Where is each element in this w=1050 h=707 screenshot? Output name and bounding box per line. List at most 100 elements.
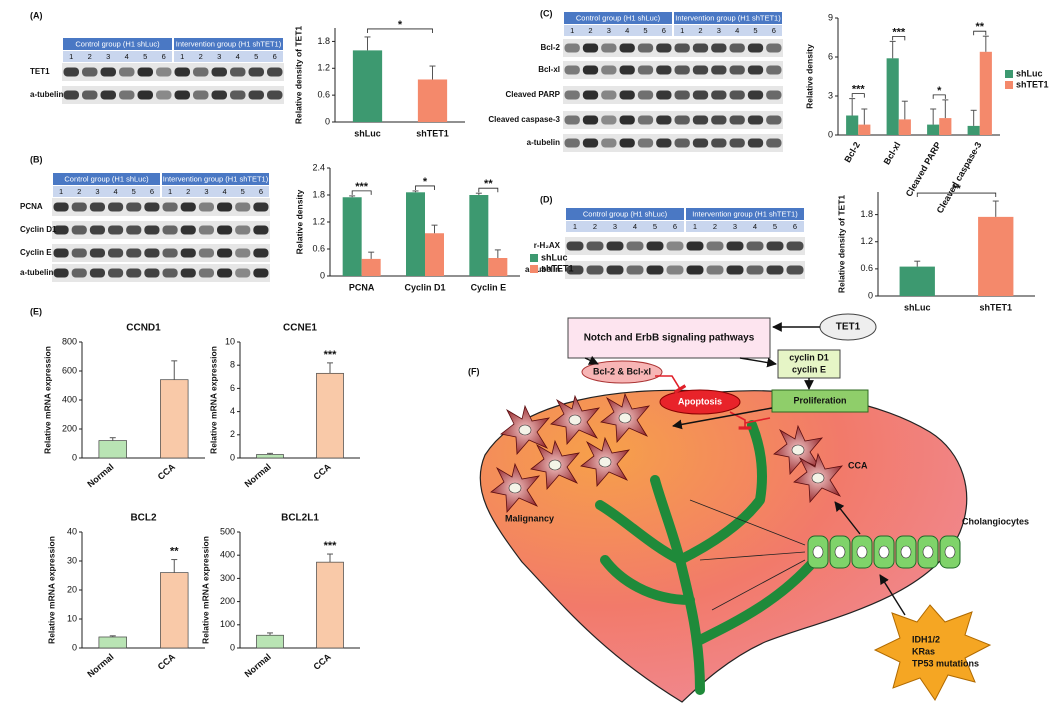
blot-band: [686, 241, 704, 251]
lane-number: 5: [132, 187, 136, 196]
significance-label: ***: [324, 349, 338, 361]
blot-band: [119, 90, 135, 100]
blot-band: [619, 65, 635, 75]
bar: [417, 79, 448, 122]
y-tick-label: 2.4: [312, 162, 325, 172]
y-tick-label: 4: [230, 406, 235, 416]
blot-band: [674, 43, 690, 53]
blot-band: [162, 225, 178, 235]
blot-band: [706, 241, 724, 251]
y-tick-label: 0: [868, 290, 873, 300]
inhibition: [655, 375, 687, 394]
y-tick-label: 0: [72, 642, 77, 652]
bar: [406, 192, 425, 276]
chart-title: CCND1: [126, 323, 161, 334]
blot-band: [726, 241, 744, 251]
lane-number: 1: [59, 187, 63, 196]
y-axis-label: Relative mRNA expression: [208, 346, 218, 454]
blot-band: [766, 241, 784, 251]
blot-band: [198, 268, 214, 278]
blot-band: [586, 265, 604, 275]
lane-number: 4: [633, 222, 637, 231]
legend-label: shLuc: [1016, 68, 1043, 78]
significance-label: **: [484, 178, 493, 190]
lane-number: 1: [69, 52, 73, 61]
significance-bracket: [851, 93, 865, 98]
blot-background: [563, 134, 783, 152]
blot-background: [52, 198, 270, 216]
x-tick-label: shTET1: [979, 302, 1012, 312]
blot-band: [162, 268, 178, 278]
connector: [699, 551, 806, 561]
diagram: Notch and ErbB signaling pathways TET1 c…: [479, 313, 1029, 703]
group-header: [674, 12, 782, 24]
blot-row-label: Bcl-2: [540, 43, 560, 52]
bar: [898, 119, 911, 135]
lane-number: 6: [662, 26, 666, 35]
blot-band: [564, 90, 580, 100]
blot-band: [646, 265, 664, 275]
x-tick-label: shLuc: [354, 128, 381, 138]
blot-band: [747, 138, 764, 148]
bar: [858, 124, 871, 135]
blot-band: [766, 265, 784, 275]
lane-number: 1: [573, 222, 577, 231]
arrow: [584, 355, 599, 365]
blot-row-label: a-tubelin: [30, 90, 63, 99]
blot-band: [656, 43, 672, 53]
blot-band: [601, 43, 617, 53]
blot-row-label: Cleaved PARP: [505, 90, 560, 99]
group-label: Intervention group (H1 shTET1): [163, 174, 269, 183]
blot-band: [686, 265, 704, 275]
arrow: [672, 407, 773, 430]
blot-band: [601, 90, 617, 100]
arrow: [879, 574, 906, 616]
lane-number: 5: [143, 52, 147, 61]
lane-strip: [53, 186, 160, 197]
x-tick-label: Normal: [243, 652, 273, 680]
x-tick-label: Cleaved PARP: [904, 140, 943, 198]
blot-band: [656, 65, 672, 75]
x-tick-label: Bcl-2: [842, 140, 862, 164]
blot-background: [563, 111, 783, 129]
blot-band: [71, 202, 87, 212]
blot-band: [248, 67, 264, 77]
blot-band: [248, 90, 264, 100]
blot-band: [564, 115, 580, 125]
lane-number: 5: [773, 222, 777, 231]
connector: [689, 499, 806, 546]
blot-band: [729, 90, 745, 100]
x-tick-label: Cleaved caspase-3: [935, 140, 984, 215]
bar: [978, 216, 1014, 296]
group-label: Intervention group (H1 shTET1): [692, 209, 798, 218]
lane-strip: [566, 221, 684, 232]
blot-band: [108, 225, 124, 235]
panel-label: (C): [540, 8, 553, 18]
blot-row-label: a-tubelin: [20, 268, 53, 277]
blot-band: [211, 90, 227, 100]
lane-number: 4: [625, 26, 629, 35]
blot-band: [766, 90, 782, 100]
blot-band: [582, 115, 599, 125]
lane-number: 5: [254, 52, 258, 61]
cholangiocyte: [939, 535, 961, 569]
lane-number: 3: [217, 52, 221, 61]
blot-band: [637, 90, 654, 100]
blot-band: [217, 268, 233, 278]
blot-band: [566, 265, 584, 275]
significance-bracket: [415, 185, 435, 190]
blot-band: [217, 225, 233, 235]
y-tick-label: 9: [828, 12, 833, 22]
blot-row-label: r-H₂AX: [534, 241, 561, 250]
blot-band: [586, 241, 604, 251]
blot-band: [692, 65, 709, 75]
blot-band: [601, 138, 617, 148]
blot-band: [582, 65, 599, 75]
y-tick-label: 800: [62, 336, 77, 346]
group-label: Intervention group (H1 shTET1): [176, 39, 282, 48]
blot-background: [565, 237, 805, 255]
blot-band: [89, 225, 105, 235]
blot-band: [180, 268, 196, 278]
y-tick-label: 0.6: [860, 263, 873, 273]
y-axis-label: Relative density of TET1: [293, 26, 303, 125]
